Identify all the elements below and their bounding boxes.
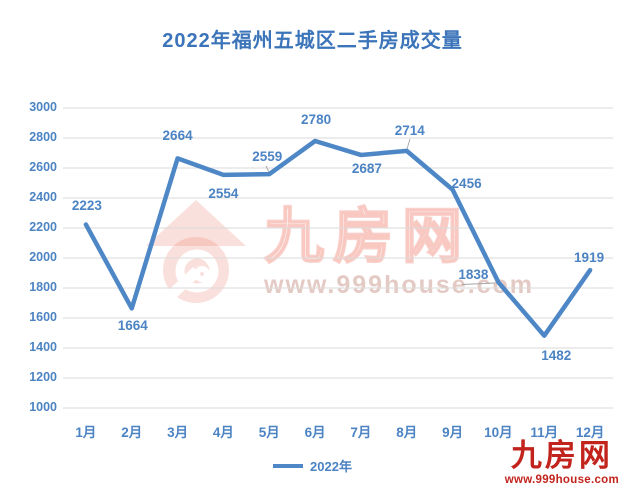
x-axis-tick-label: 12月 bbox=[575, 425, 605, 440]
x-axis-tick-label: 2月 bbox=[121, 425, 143, 440]
data-point-label: 2664 bbox=[162, 128, 193, 144]
y-axis-tick-label: 1600 bbox=[29, 310, 57, 324]
data-point-label: 2456 bbox=[451, 175, 482, 191]
x-axis-tick-label: 11月 bbox=[530, 425, 559, 440]
data-point-label: 1482 bbox=[541, 347, 572, 363]
brand-logo: 九房网 www.999house.com bbox=[504, 438, 619, 486]
data-point-label: 2223 bbox=[71, 197, 102, 213]
y-axis-tick-label: 2000 bbox=[29, 250, 57, 264]
data-point-label: 2687 bbox=[351, 160, 382, 176]
x-axis-tick-label: 1月 bbox=[75, 425, 97, 440]
x-axis-tick-label: 5月 bbox=[258, 425, 280, 440]
data-label-leader-line bbox=[461, 282, 496, 285]
data-label-leader-line bbox=[406, 138, 411, 150]
data-point-label: 1919 bbox=[574, 250, 605, 266]
chart-title: 2022年福州五城区二手房成交量 bbox=[162, 30, 463, 52]
brand-logo-text: 九房网 bbox=[510, 438, 613, 473]
x-axis-tick-label: 7月 bbox=[350, 425, 372, 440]
x-axis-tick-label: 3月 bbox=[167, 425, 189, 440]
data-point-label: 2780 bbox=[301, 112, 332, 127]
y-axis-tick-label: 1000 bbox=[29, 400, 57, 414]
x-axis-tick-label: 10月 bbox=[484, 425, 513, 440]
data-point-label: 2554 bbox=[208, 185, 239, 201]
y-axis-tick-label: 2400 bbox=[29, 190, 57, 204]
y-axis-tick-label: 1800 bbox=[29, 280, 57, 294]
data-point-label: 2559 bbox=[252, 149, 283, 165]
y-axis-tick-label: 1400 bbox=[29, 340, 57, 354]
y-axis-tick-label: 1200 bbox=[29, 370, 57, 384]
data-point-label: 1838 bbox=[458, 267, 489, 283]
x-axis-tick-label: 4月 bbox=[212, 425, 234, 440]
x-axis-tick-label: 6月 bbox=[304, 425, 326, 440]
data-label-leader-line bbox=[265, 165, 270, 173]
legend-line-swatch bbox=[273, 463, 304, 468]
x-axis-tick-label: 8月 bbox=[396, 425, 418, 440]
y-axis-tick-label: 2600 bbox=[29, 160, 57, 174]
data-point-label: 2714 bbox=[394, 122, 425, 138]
legend-series-label: 2022年 bbox=[310, 459, 352, 474]
brand-logo-url: www.999house.com bbox=[504, 473, 619, 486]
series-line-2022 bbox=[83, 138, 593, 338]
data-point-label: 1664 bbox=[117, 318, 148, 334]
legend: 2022年 bbox=[0, 456, 625, 475]
y-axis-tick-label: 2800 bbox=[29, 130, 57, 144]
y-axis-tick-label: 3000 bbox=[29, 100, 57, 114]
x-axis-tick-label: 9月 bbox=[442, 425, 464, 440]
y-axis-tick-label: 2200 bbox=[29, 220, 57, 234]
